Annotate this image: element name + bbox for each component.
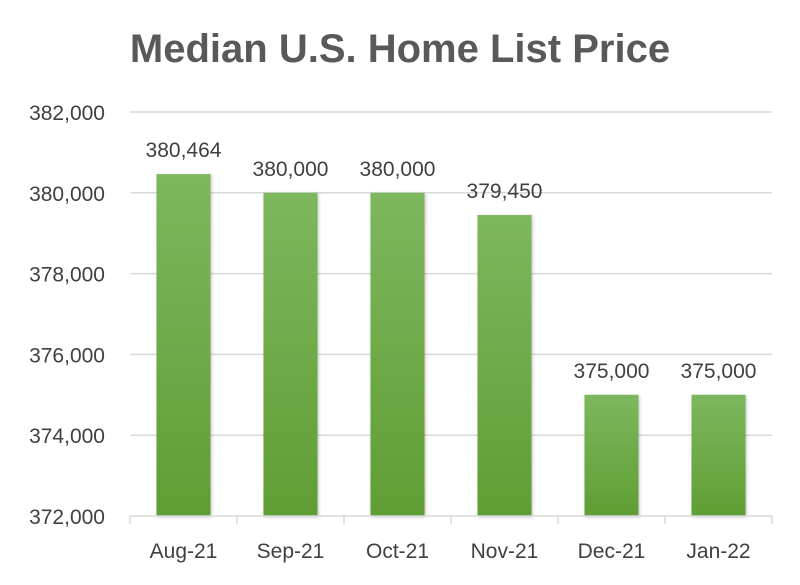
data-label: 380,000 <box>360 158 436 181</box>
x-tick-label: Sep-21 <box>257 540 325 563</box>
x-tick-label: Aug-21 <box>150 540 218 563</box>
bar-dec-21 <box>584 394 639 516</box>
x-tick-label: Jan-22 <box>686 540 750 563</box>
data-label: 380,464 <box>146 139 222 162</box>
x-tick-label: Oct-21 <box>366 540 429 563</box>
bar-sep-21 <box>263 192 318 517</box>
y-tick-label: 376,000 <box>29 344 105 367</box>
bar-nov-21 <box>477 215 532 516</box>
data-label: 379,450 <box>467 180 543 203</box>
y-tick-label: 378,000 <box>29 264 105 287</box>
x-tick-label: Nov-21 <box>471 540 539 563</box>
bar-jan-22 <box>691 394 746 516</box>
chart-title: Median U.S. Home List Price <box>130 27 670 71</box>
data-label: 375,000 <box>574 360 650 383</box>
data-label: 375,000 <box>681 360 757 383</box>
bar-oct-21 <box>370 192 425 517</box>
bar-aug-21 <box>156 174 211 517</box>
data-label: 380,000 <box>253 158 329 181</box>
y-tick-label: 372,000 <box>29 506 105 529</box>
x-tick-label: Dec-21 <box>578 540 646 563</box>
y-tick-label: 382,000 <box>29 102 105 125</box>
y-tick-label: 374,000 <box>29 425 105 448</box>
y-tick-label: 380,000 <box>29 183 105 206</box>
